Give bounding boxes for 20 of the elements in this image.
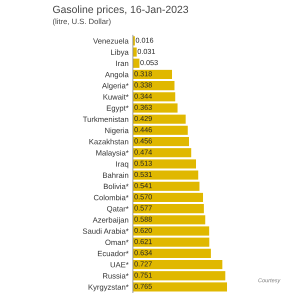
chart-title: Gasoline prices, 16-Jan-2023: [53, 5, 188, 16]
bar: [132, 282, 228, 292]
bar: [132, 136, 189, 146]
bar: [132, 182, 200, 191]
bar: [132, 192, 204, 202]
bar: [132, 148, 192, 158]
bar: [132, 92, 176, 102]
bar: [132, 248, 211, 258]
bar: [132, 114, 186, 124]
bar: [132, 58, 140, 68]
bar: [132, 271, 226, 280]
bar: [132, 260, 222, 270]
bar: [132, 226, 210, 236]
bar: [132, 238, 210, 247]
bar: [132, 159, 196, 168]
bar: [132, 204, 204, 214]
bar: [132, 170, 198, 180]
bar: [132, 215, 206, 224]
bar: [132, 126, 188, 135]
bar: [132, 103, 178, 113]
